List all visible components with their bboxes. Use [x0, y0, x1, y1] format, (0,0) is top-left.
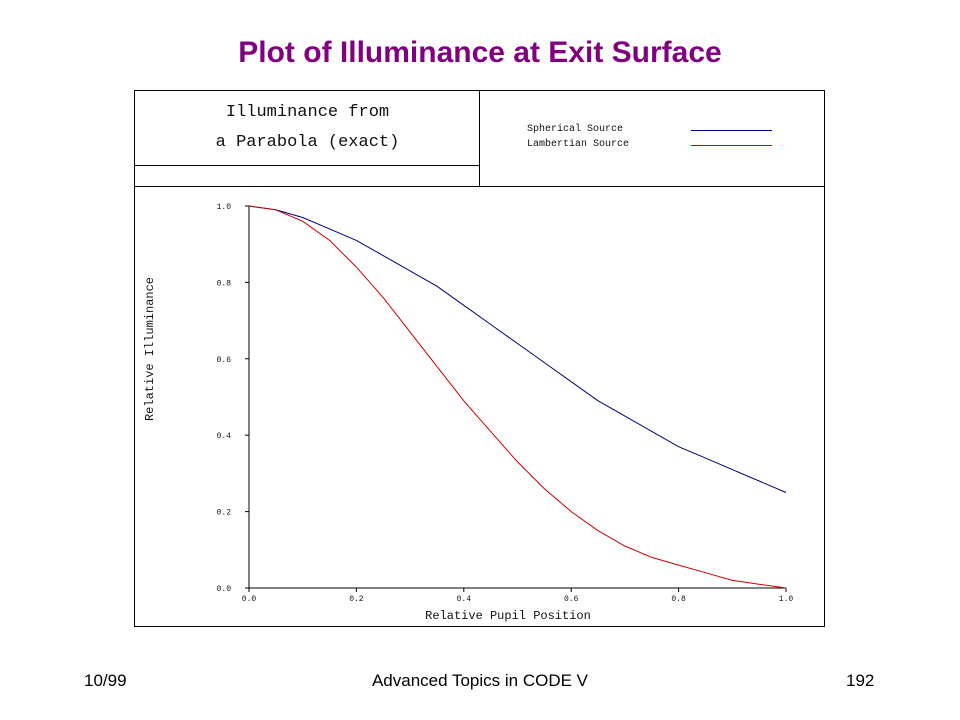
x-tick-label: 0.8: [671, 595, 686, 604]
series-lines: [248, 205, 787, 589]
plot-title-box-lower: [135, 166, 480, 187]
y-axis-label: Relative Illuminance: [143, 277, 157, 421]
plot-title-box: Illuminance from a Parabola (exact): [135, 91, 480, 166]
x-tick-label: 0.0: [242, 595, 257, 604]
series-line-lambertian-source: [248, 205, 787, 589]
plot-title-line-2: a Parabola (exact): [215, 133, 400, 152]
y-tick-label: 1.0: [217, 203, 232, 212]
plot-frame: Illuminance from a Parabola (exact) Sphe…: [134, 90, 825, 627]
footer-page-number: 192: [846, 671, 875, 690]
slide-title: Plot of Illuminance at Exit Surface: [238, 36, 722, 69]
series-line-spherical-source: [248, 205, 787, 493]
legend-label-lambertian: Lambertian Source: [527, 139, 630, 150]
legend-swatch-spherical: [691, 130, 772, 131]
legend-label-spherical: Spherical Source: [527, 124, 624, 135]
legend-swatch-lambertian: [691, 145, 772, 146]
plot-title-line-1: Illuminance from: [225, 103, 390, 122]
x-axis-label: Relative Pupil Position: [425, 609, 591, 623]
header-divider: [135, 186, 824, 187]
footer-course-title: Advanced Topics in CODE V: [371, 671, 589, 690]
x-tick-label: 0.4: [457, 595, 472, 604]
y-tick-label: 0.4: [217, 432, 232, 441]
y-tick-label: 0.0: [217, 585, 232, 594]
x-tick-label: 1.0: [779, 595, 794, 604]
y-tick-label: 0.2: [217, 509, 232, 518]
footer-date: 10/99: [84, 671, 127, 690]
y-tick-label: 0.8: [217, 279, 232, 288]
y-tick-label: 0.6: [217, 356, 232, 365]
x-tick-label: 0.2: [349, 595, 364, 604]
x-tick-label: 0.6: [564, 595, 579, 604]
x-ticks: 0.0 0.2 0.4 0.6 0.8 1.0: [242, 588, 794, 604]
y-ticks: 0.0 0.2 0.4 0.6 0.8 1.0: [217, 203, 249, 594]
plot-area: 0.0 0.2 0.4 0.6 0.8 1.0 0.0 0.2 0.4 0.6 0.8 1.0 Re…: [143, 203, 794, 623]
